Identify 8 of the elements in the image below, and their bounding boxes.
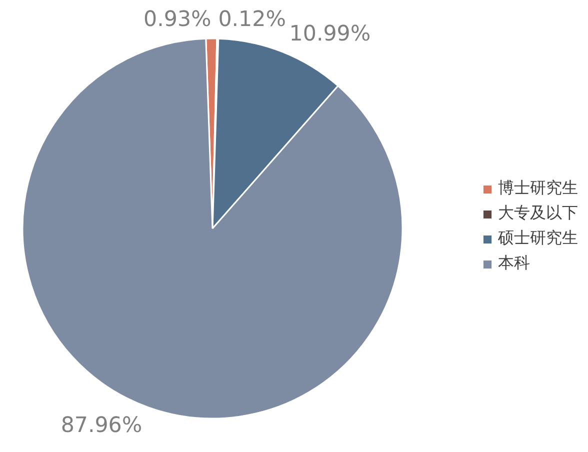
data-label: 0.93% bbox=[144, 7, 212, 32]
data-label: 87.96% bbox=[60, 412, 142, 438]
data-label: 10.99% bbox=[289, 22, 371, 47]
legend-label: 本科 bbox=[498, 253, 530, 274]
data-label: 0.12% bbox=[218, 7, 286, 32]
legend-label: 博士研究生 bbox=[498, 178, 578, 199]
legend-label: 大专及以下 bbox=[498, 203, 578, 224]
legend-label: 硕士研究生 bbox=[498, 228, 578, 249]
